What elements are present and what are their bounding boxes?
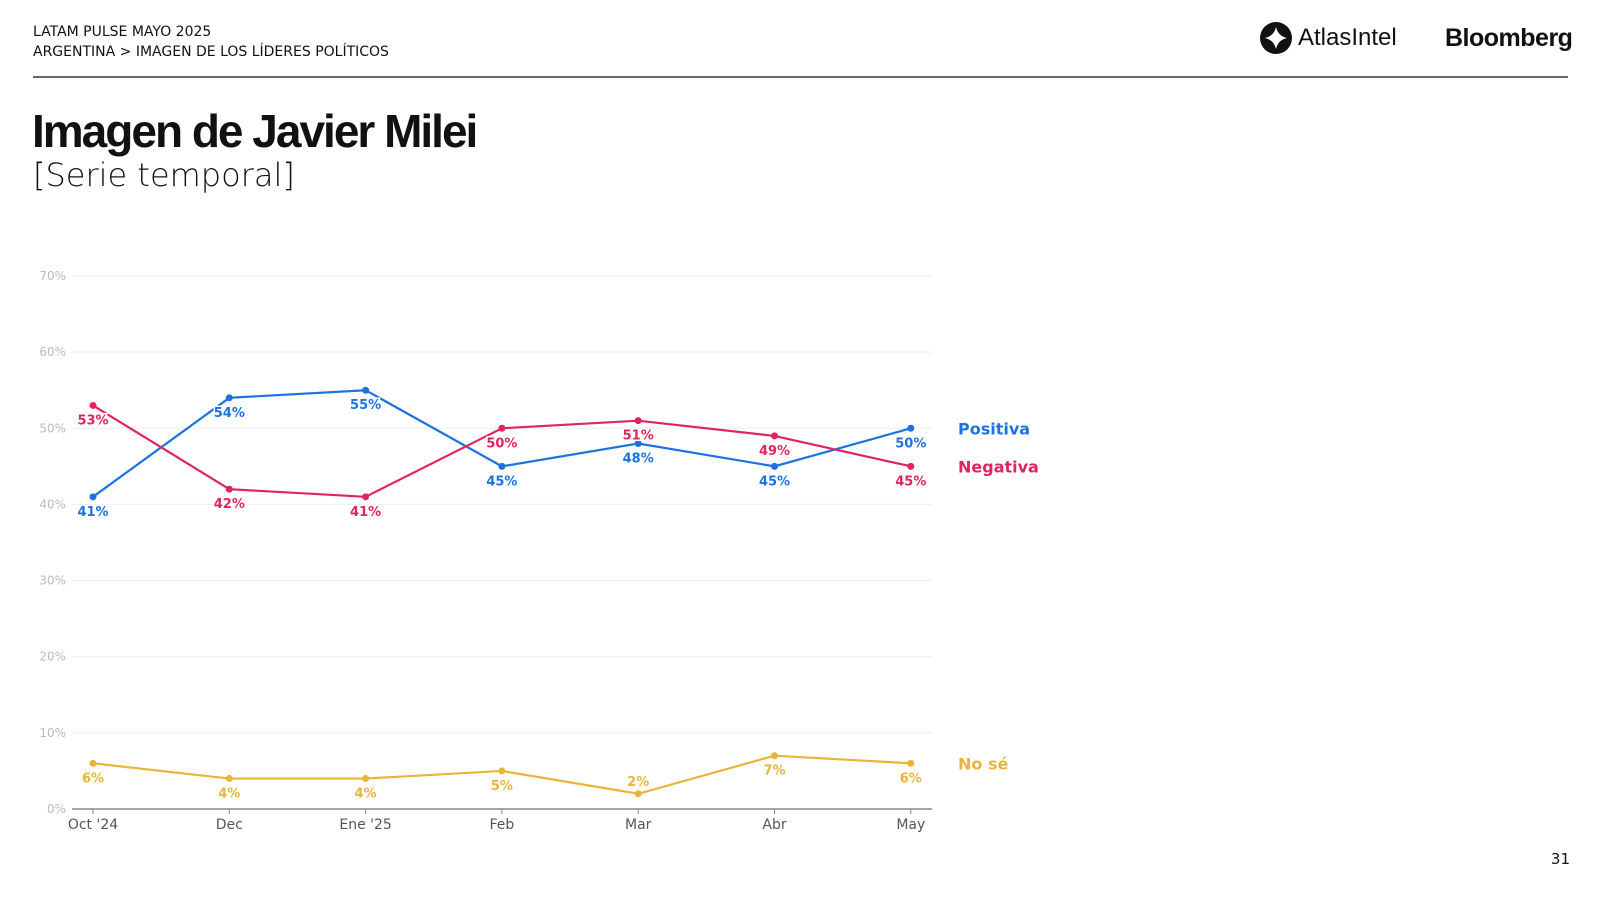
no-s--point bbox=[89, 759, 97, 767]
negativa-data-label: 42% bbox=[214, 497, 245, 512]
no-s--data-label: 2% bbox=[627, 775, 649, 790]
no-s--series-label: No sé bbox=[958, 754, 1008, 773]
negativa-point bbox=[771, 432, 778, 440]
negativa-data-label: 51% bbox=[623, 429, 654, 444]
negativa-data-label: 50% bbox=[486, 436, 517, 451]
y-tick-label: 70% bbox=[39, 269, 66, 283]
no-s--data-label: 4% bbox=[355, 787, 377, 802]
negativa-data-label: 49% bbox=[759, 444, 790, 459]
x-tick-label: Oct '24 bbox=[68, 817, 118, 833]
negativa-point bbox=[89, 401, 97, 409]
positiva-data-label: 45% bbox=[486, 474, 517, 489]
x-tick-label: Mar bbox=[625, 817, 652, 833]
no-s--data-label: 5% bbox=[491, 779, 513, 794]
no-s--point bbox=[907, 759, 915, 767]
positiva-point bbox=[634, 440, 642, 448]
x-tick-label: Abr bbox=[762, 817, 786, 833]
negativa-data-label: 45% bbox=[895, 474, 926, 489]
positiva-point bbox=[89, 493, 97, 501]
positiva-point bbox=[362, 386, 370, 394]
positiva-point bbox=[225, 394, 233, 402]
x-tick-label: Ene '25 bbox=[339, 817, 391, 833]
positiva-point bbox=[907, 424, 915, 432]
atlas-diamond-icon bbox=[1260, 22, 1292, 54]
positiva-data-label: 50% bbox=[895, 436, 926, 451]
y-tick-label: 50% bbox=[39, 421, 66, 435]
y-tick-label: 20% bbox=[39, 650, 66, 664]
x-tick-label: Feb bbox=[490, 817, 515, 833]
no-s--point bbox=[771, 752, 778, 760]
no-s--data-label: 6% bbox=[900, 771, 922, 786]
positiva-data-label: 48% bbox=[623, 452, 654, 467]
positiva-series-label: Positiva bbox=[958, 419, 1030, 438]
positiva-data-label: 45% bbox=[759, 474, 790, 489]
x-tick-label: May bbox=[896, 817, 925, 833]
atlasintel-logo: AtlasIntel bbox=[1260, 22, 1397, 54]
header-divider bbox=[33, 76, 1568, 78]
no-s--data-label: 7% bbox=[763, 764, 785, 779]
page-subtitle: [Serie temporal] bbox=[33, 156, 295, 194]
y-tick-label: 60% bbox=[39, 345, 66, 359]
y-tick-label: 30% bbox=[39, 574, 66, 588]
atlas-logo-text: AtlasIntel bbox=[1298, 24, 1397, 51]
negativa-data-label: 53% bbox=[77, 413, 108, 428]
negativa-point bbox=[634, 417, 642, 425]
report-header: LATAM PULSE MAYO 2025 ARGENTINA > IMAGEN… bbox=[33, 22, 389, 62]
bloomberg-logo: Bloomberg bbox=[1445, 24, 1573, 52]
positiva-data-label: 54% bbox=[214, 406, 245, 421]
negativa-point bbox=[907, 462, 915, 470]
positiva-point bbox=[498, 462, 506, 470]
y-tick-label: 0% bbox=[47, 802, 66, 816]
negativa-point bbox=[498, 424, 506, 432]
negativa-point bbox=[225, 485, 233, 493]
no-s--data-label: 4% bbox=[218, 787, 240, 802]
no-s--point bbox=[634, 790, 642, 798]
negativa-data-label: 41% bbox=[350, 505, 381, 520]
page-title: Imagen de Javier Milei bbox=[32, 105, 478, 157]
positiva-data-label: 41% bbox=[77, 505, 108, 520]
y-tick-label: 40% bbox=[39, 497, 66, 511]
y-tick-label: 10% bbox=[39, 726, 66, 740]
positiva-data-label: 55% bbox=[350, 398, 381, 413]
page-number: 31 bbox=[1550, 850, 1570, 868]
no-s--point bbox=[362, 775, 370, 783]
report-series: LATAM PULSE MAYO 2025 bbox=[33, 24, 212, 40]
no-s--data-label: 6% bbox=[82, 771, 104, 786]
breadcrumb: ARGENTINA > IMAGEN DE LOS LÍDERES POLÍTI… bbox=[33, 44, 389, 60]
positiva-point bbox=[771, 462, 778, 470]
negativa-series-label: Negativa bbox=[958, 457, 1039, 476]
x-tick-label: Dec bbox=[216, 817, 243, 833]
no-s--point bbox=[225, 775, 233, 783]
negativa-point bbox=[362, 493, 370, 501]
no-s--point bbox=[498, 767, 506, 775]
